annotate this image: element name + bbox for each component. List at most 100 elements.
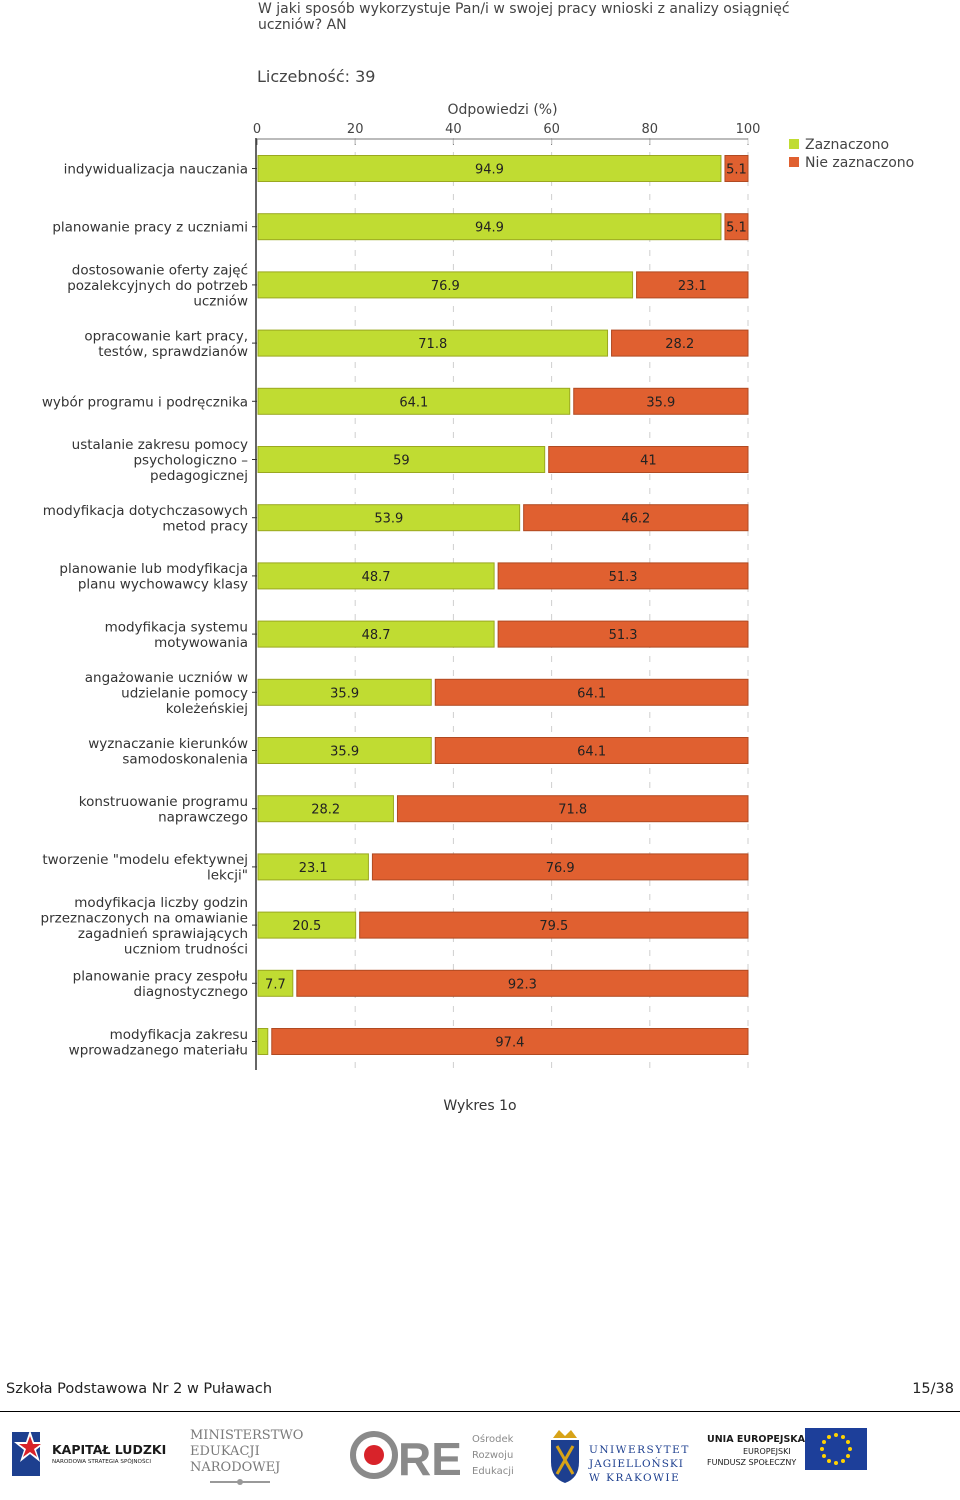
category-label: metod pracy	[162, 518, 248, 534]
bar-zaznaczono	[257, 620, 495, 648]
ue-logo: UNIA EUROPEJSKA EUROPEJSKI FUNDUSZ SPOŁE…	[705, 1426, 870, 1486]
bar-value-label: 28.2	[665, 337, 694, 352]
category-label: zagadnień sprawiających	[78, 926, 248, 942]
bar-value-label: 23.1	[678, 279, 707, 294]
bar-value-label: 64.1	[399, 395, 428, 410]
bar-nie-zaznaczono	[573, 387, 749, 415]
bar-value-label: 48.7	[362, 570, 391, 585]
bar-value-label: 7.7	[265, 977, 286, 992]
chart-title-line: W jaki sposób wykorzystuje Pan/i w swoje…	[258, 1, 790, 17]
category-label: planowanie lub modyfikacja	[59, 561, 248, 577]
ue-line-3: FUNDUSZ SPOŁECZNY	[707, 1458, 797, 1467]
category-label: koleżeńskiej	[166, 701, 248, 717]
figure-caption: Wykres 1o	[443, 1098, 517, 1114]
bar-value-label: 71.8	[418, 337, 447, 352]
bar-value-label: 76.9	[546, 861, 575, 876]
bar-zaznaczono	[257, 678, 432, 706]
bar-zaznaczono	[257, 271, 634, 299]
bar-zaznaczono	[257, 155, 722, 182]
bar-value-label: 64.1	[577, 745, 606, 760]
kapital-ludzki-star-icon	[12, 1430, 46, 1476]
category-label: lekcji"	[207, 868, 248, 884]
bar-value-label: 5.1	[726, 163, 747, 178]
bar-nie-zaznaczono	[271, 1028, 749, 1055]
legend-swatch	[789, 139, 799, 149]
bar-value-label: 92.3	[508, 977, 537, 992]
bar-value-label: 23.1	[299, 861, 328, 876]
x-tick-label: 80	[642, 122, 659, 137]
footer-divider	[0, 1411, 960, 1412]
uj-line-2: JAGIELLOŃSKI	[589, 1458, 684, 1470]
ore-line-2: Rozwoju	[472, 1450, 514, 1461]
x-axis-title: Odpowiedzi (%)	[447, 102, 557, 118]
category-label: wybór programu i podręcznika	[42, 394, 248, 410]
uj-logo: UNIWERSYTET JAGIELLOŃSKI W KRAKOWIE	[547, 1426, 688, 1486]
chart-title-line: uczniów? AN	[258, 17, 347, 33]
ue-line-1: UNIA EUROPEJSKA	[707, 1434, 805, 1445]
bar-nie-zaznaczono	[523, 504, 749, 532]
bar-value-label: 59	[393, 454, 410, 469]
category-label: naprawczego	[158, 809, 248, 825]
category-label: uczniów	[193, 293, 248, 309]
footer-school-name: Szkoła Podstawowa Nr 2 w Puławach	[6, 1381, 273, 1397]
bar-value-label: 5.1	[726, 221, 747, 236]
bar-nie-zaznaczono	[296, 969, 749, 997]
category-label: planowanie pracy zespołu	[73, 969, 248, 985]
category-label: motywowania	[154, 635, 248, 651]
men-logo: MINISTERSTWO EDUKACJI NARODOWEJ	[190, 1426, 310, 1486]
bar-value-label: 94.9	[475, 221, 504, 236]
bar-nie-zaznaczono	[611, 329, 749, 357]
kapital-ludzki-subtitle: NARODOWA STRATEGIA SPÓJNOŚCI	[52, 1459, 152, 1465]
category-label: pedagogicznej	[150, 468, 248, 484]
category-label: dostosowanie oferty zajęć	[72, 262, 248, 278]
ue-line-2: EUROPEJSKI	[743, 1447, 791, 1456]
x-tick-label: 100	[736, 122, 761, 137]
bar-nie-zaznaczono	[548, 446, 749, 473]
ore-line-1: Ośrodek	[472, 1434, 514, 1445]
bar-value-label: 41	[640, 454, 657, 469]
bar-value-label: 51.3	[609, 628, 638, 643]
bar-nie-zaznaczono	[497, 562, 749, 590]
eu-flag-icon	[805, 1428, 867, 1470]
x-tick-label: 20	[347, 122, 364, 137]
bar-nie-zaznaczono	[396, 795, 749, 823]
bar-zaznaczono	[257, 329, 609, 357]
x-tick-label: 0	[253, 122, 261, 137]
uj-crest-icon	[551, 1430, 579, 1483]
category-label: modyfikacja zakresu	[110, 1027, 248, 1043]
category-label: wyznaczanie kierunków	[88, 736, 248, 752]
bar-zaznaczono	[257, 446, 546, 473]
category-label: udzielanie pomocy	[121, 685, 248, 701]
bar-value-label: 35.9	[330, 686, 359, 701]
ore-logo: RE Ośrodek Rozwoju Edukacji	[350, 1426, 525, 1486]
ore-line-3: Edukacji	[472, 1466, 514, 1477]
legend-swatch	[789, 157, 799, 167]
bar-value-label: 51.3	[609, 570, 638, 585]
category-label: ustalanie zakresu pomocy	[72, 437, 248, 453]
bar-nie-zaznaczono	[724, 213, 749, 241]
bar-zaznaczono	[257, 562, 495, 590]
bar-value-label: 97.4	[495, 1036, 524, 1051]
footer-page-number: 15/38	[912, 1381, 954, 1397]
bar-value-label: 64.1	[577, 686, 606, 701]
sample-size-label: Liczebność: 39	[257, 67, 375, 86]
men-underline-icon	[210, 1479, 270, 1485]
category-label: pozalekcyjnych do potrzeb	[67, 278, 248, 294]
bar-value-label: 46.2	[621, 512, 650, 527]
category-label: samodoskonalenia	[122, 751, 248, 767]
ore-mark-icon: RE	[350, 1431, 460, 1481]
bar-zaznaczono	[257, 213, 722, 241]
category-label: tworzenie "modelu efektywnej	[42, 852, 248, 868]
bar-value-label: 20.5	[292, 919, 321, 934]
bar-zaznaczono	[257, 969, 294, 997]
bar-zaznaczono	[257, 795, 394, 823]
category-label: przeznaczonych na omawianie	[41, 910, 249, 926]
category-label: modyfikacja systemu	[105, 619, 248, 635]
bar-zaznaczono	[257, 1028, 269, 1055]
category-label: indywidualizacja nauczania	[64, 162, 248, 178]
uj-line-3: W KRAKOWIE	[589, 1472, 681, 1484]
category-label: modyfikacja liczby godzin	[74, 895, 248, 911]
bar-nie-zaznaczono	[497, 620, 749, 648]
category-label: modyfikacja dotychczasowych	[43, 503, 248, 519]
bar-value-label: 79.5	[539, 919, 568, 934]
